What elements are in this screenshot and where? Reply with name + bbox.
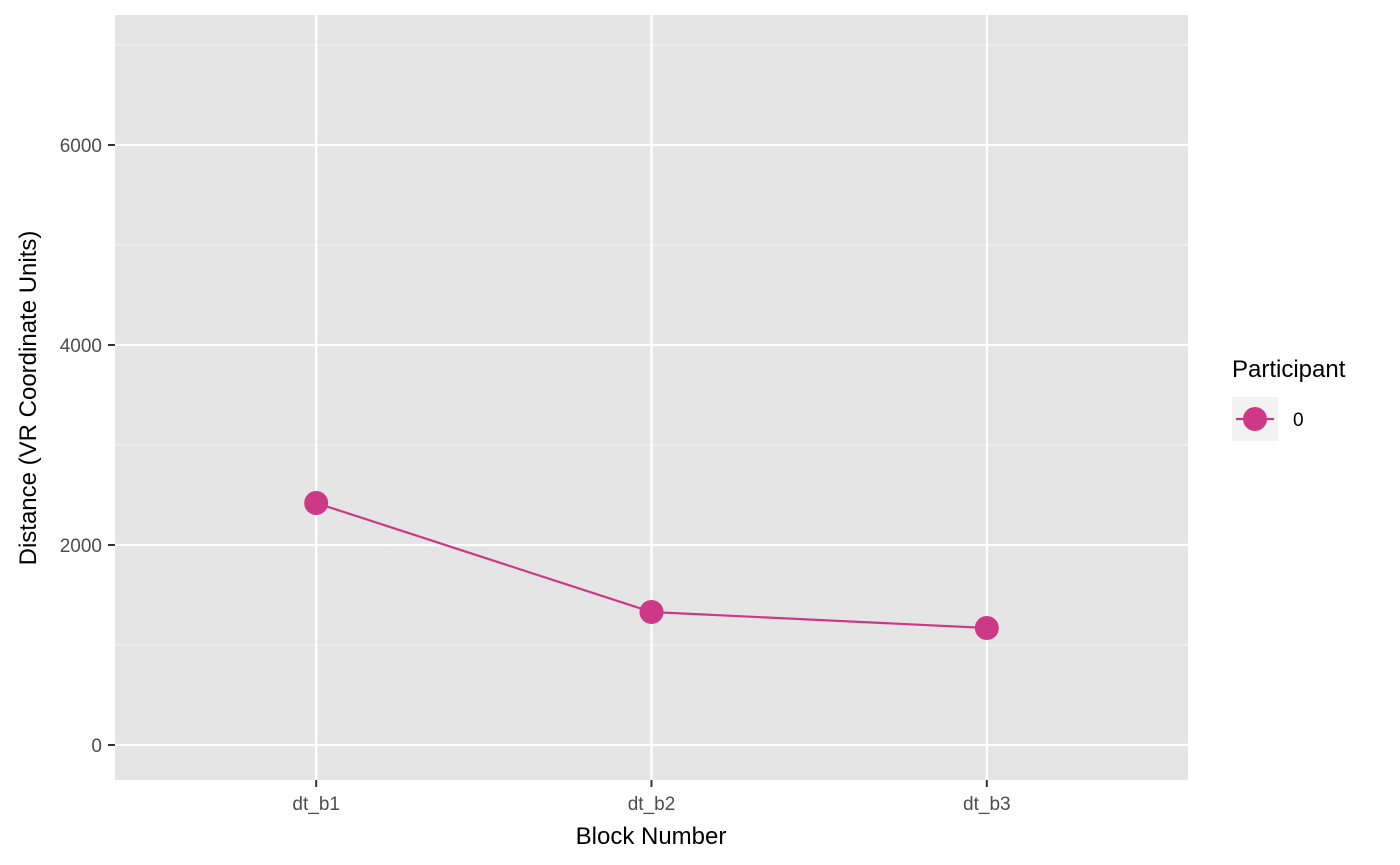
y-axis: 0 2000 4000 6000 <box>60 136 115 757</box>
x-tick-label: dt_b2 <box>628 794 676 815</box>
x-tick-label: dt_b3 <box>963 794 1011 815</box>
x-axis-title: Block Number <box>576 823 727 850</box>
y-tick-label: 0 <box>91 736 102 757</box>
series-points <box>304 491 999 640</box>
data-point <box>974 616 999 640</box>
y-tick-label: 4000 <box>60 336 102 357</box>
x-tick-label: dt_b1 <box>292 794 340 815</box>
y-axis-title: Distance (VR Coordinate Units) <box>15 231 42 566</box>
major-gridlines <box>115 15 1188 780</box>
y-tick-label: 6000 <box>60 136 102 157</box>
data-point <box>639 600 664 624</box>
data-point <box>304 491 329 515</box>
x-axis: dt_b1 dt_b2 dt_b3 <box>292 780 1011 815</box>
y-tick-label: 2000 <box>60 536 102 557</box>
legend-key <box>1236 407 1274 431</box>
legend: Participant 0 <box>1232 356 1346 441</box>
legend-title: Participant <box>1232 356 1346 383</box>
legend-key-point <box>1243 407 1267 431</box>
legend-label: 0 <box>1293 410 1304 431</box>
